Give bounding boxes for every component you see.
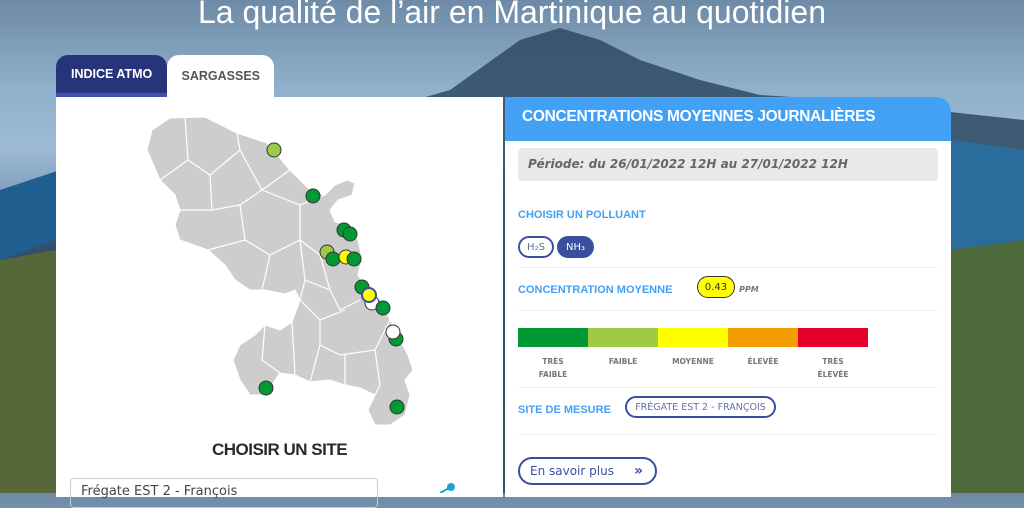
learn-more-button[interactable]: En savoir plus »	[518, 457, 657, 485]
pollutant-label: CHOISIR UN POLLUANT	[518, 209, 646, 221]
page-title: La qualité de l’air en Martinique au quo…	[198, 0, 826, 30]
tab-indice-atmo[interactable]: INDICE ATMO	[56, 55, 168, 97]
station-marker[interactable]	[375, 300, 391, 316]
divider	[518, 387, 938, 388]
scale-swatch	[588, 328, 658, 347]
station-marker[interactable]	[389, 399, 405, 415]
station-marker[interactable]	[325, 251, 341, 267]
period-text: Période: du 26/01/2022 12H au 27/01/2022…	[518, 148, 938, 181]
divider	[518, 434, 938, 435]
scale-very-low: TRÈS FAIBLE	[518, 328, 588, 381]
divider	[518, 267, 938, 268]
tab-sargasses[interactable]: SARGASSES	[167, 55, 275, 97]
scale-swatch	[518, 328, 588, 347]
scale-very-high: TRÈS ÉLEVÉE	[798, 328, 868, 381]
station-marker[interactable]	[258, 380, 274, 396]
station-markers	[258, 142, 405, 415]
station-marker[interactable]	[342, 226, 358, 242]
share-icon[interactable]	[436, 483, 456, 493]
martinique-map[interactable]	[56, 97, 503, 437]
island-shape	[146, 116, 414, 426]
scale-high: ÉLEVÉE	[728, 328, 798, 381]
double-chevron-right-icon: »	[633, 463, 643, 479]
map-panel: CHOISIR UN SITE Frégate EST 2 - François	[56, 97, 503, 508]
choose-site-heading: CHOISIR UN SITE	[211, 440, 348, 459]
panel-header: CONCENTRATIONS MOYENNES JOURNALIÈRES	[505, 97, 951, 141]
station-marker[interactable]	[346, 251, 362, 267]
scale-medium: MOYENNE	[658, 328, 728, 381]
site-select[interactable]: Frégate EST 2 - François	[70, 478, 378, 508]
station-marker[interactable]	[385, 324, 401, 340]
concentration-value-badge: 0.43	[697, 276, 735, 298]
concentration-unit: PPM	[739, 285, 759, 294]
scale-swatch	[728, 328, 798, 347]
station-marker-selected[interactable]	[361, 287, 377, 303]
site-label: SITE DE MESURE	[518, 404, 611, 416]
learn-more-label: En savoir plus	[530, 464, 614, 478]
station-marker[interactable]	[305, 188, 321, 204]
site-value-pill[interactable]: FRÉGATE EST 2 - FRANÇOIS	[625, 396, 776, 418]
concentration-label: CONCENTRATION MOYENNE	[518, 284, 673, 296]
scale-swatch	[658, 328, 728, 347]
pollutant-nh3-button[interactable]: NH₃	[557, 236, 594, 258]
scale-low: FAIBLE	[588, 328, 658, 381]
scale-swatch	[798, 328, 868, 347]
pollutant-h2s-button[interactable]: H₂S	[518, 236, 554, 258]
concentration-panel: CONCENTRATIONS MOYENNES JOURNALIÈRES Pér…	[505, 97, 951, 497]
divider	[518, 310, 938, 311]
tab-bar: INDICE ATMO SARGASSES	[56, 55, 275, 97]
color-scale: TRÈS FAIBLE FAIBLE MOYENNE ÉLEVÉE TRÈS É…	[518, 328, 868, 381]
station-marker[interactable]	[266, 142, 282, 158]
